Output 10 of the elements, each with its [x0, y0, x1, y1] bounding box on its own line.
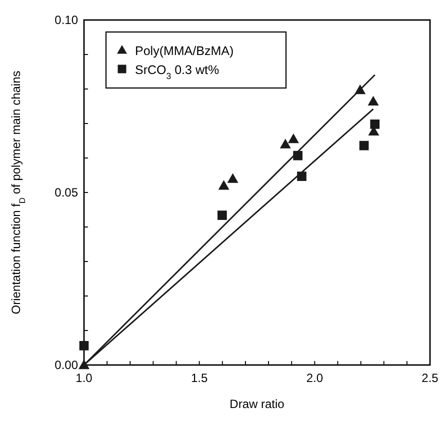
x-tick-label: 2.5 — [422, 371, 439, 385]
legend-label: Poly(MMA/BzMA) — [135, 44, 234, 58]
x-tick-label: 2.0 — [306, 371, 324, 385]
y-tick-label: 0.10 — [54, 13, 78, 27]
x-axis-title: Draw ratio — [230, 397, 285, 411]
y-tick-label: 0.05 — [54, 186, 78, 200]
legend-label: SrCO$_{3}$ 0.3 wt% — [135, 63, 220, 81]
text: 1.0 — [76, 371, 92, 385]
x-tick-label: 1.5 — [190, 371, 208, 385]
y-tick-label: 0.00 — [54, 358, 78, 372]
